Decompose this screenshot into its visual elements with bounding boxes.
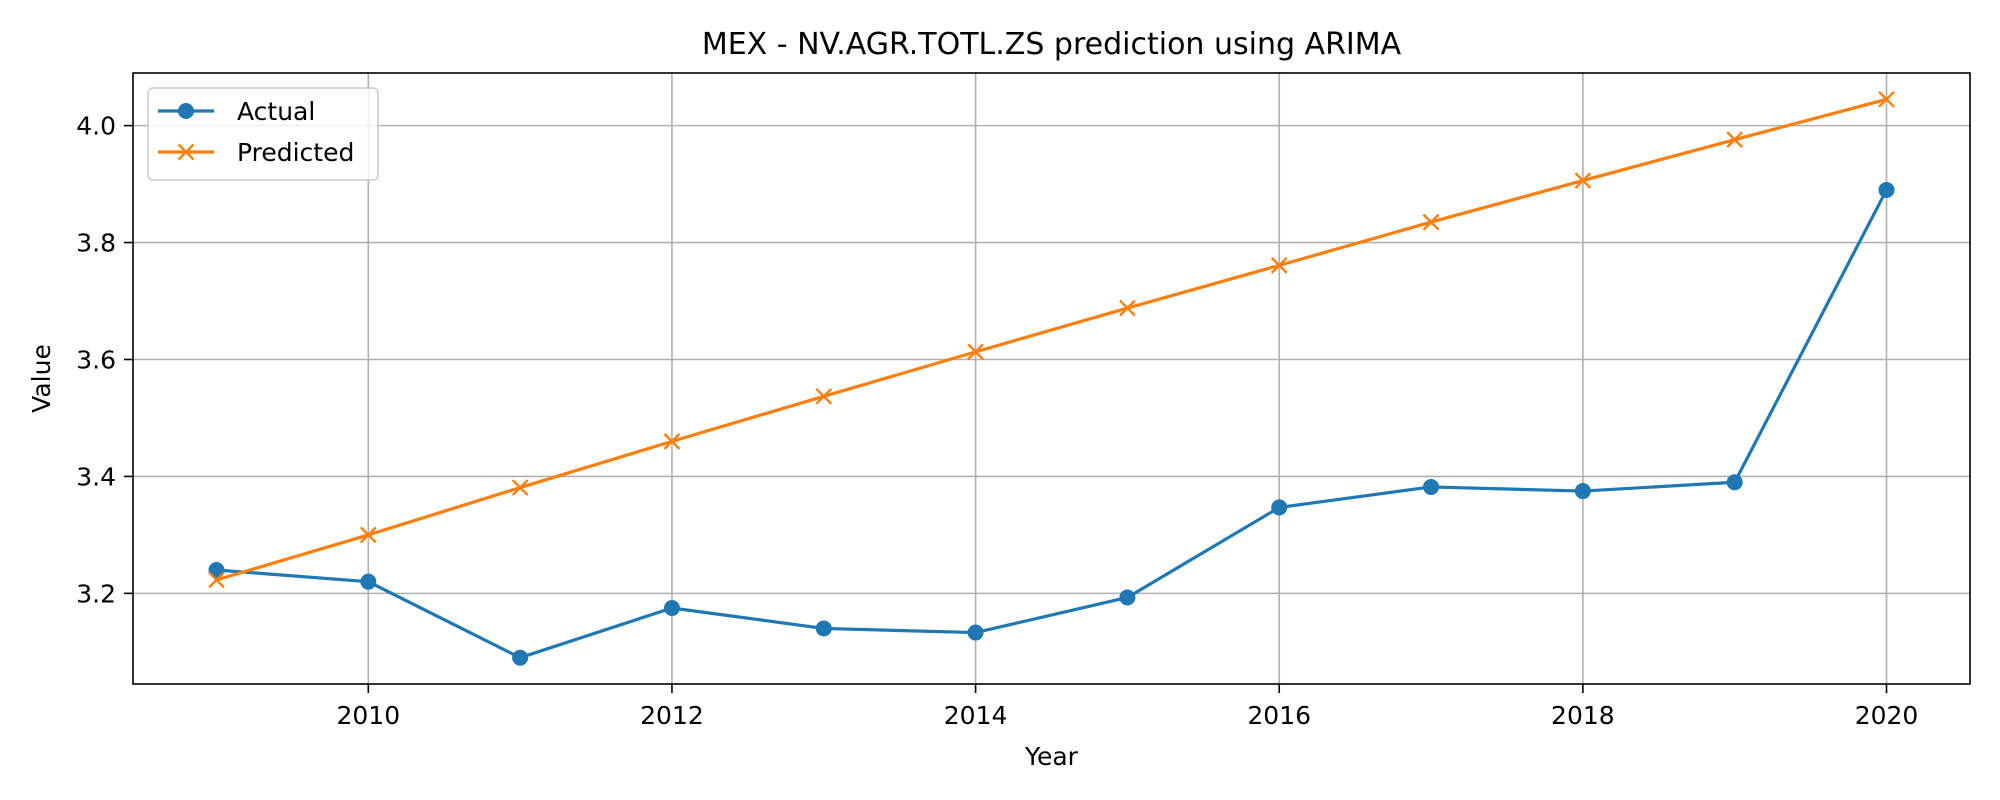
x-tick-label: 2010 — [337, 701, 401, 730]
plot-area-frame — [132, 72, 1971, 685]
predicted-point — [1270, 257, 1288, 274]
predicted-point — [967, 343, 984, 361]
x-axis-label: Year — [1024, 742, 1079, 771]
predicted-point — [1119, 299, 1136, 317]
y-tick-label: 3.6 — [76, 345, 116, 374]
series-layer — [208, 90, 1895, 666]
chart-title: MEX - NV.AGR.TOTL.ZS prediction using AR… — [702, 27, 1402, 62]
actual-point — [360, 573, 377, 590]
axis-ticks: 2010 2012 2014 2016 2018 2020 3.2 3.4 3.6 3.8 4.0 — [76, 112, 1918, 730]
legend-marker-actual — [178, 103, 194, 119]
predicted-point — [1726, 131, 1744, 149]
predicted-series-line — [216, 97, 1887, 582]
actual-point — [1119, 589, 1136, 606]
x-tick-label: 2012 — [640, 701, 704, 730]
x-tick-label: 2018 — [1551, 701, 1615, 730]
y-tick-label: 3.8 — [76, 229, 116, 258]
y-tick-label: 3.2 — [76, 579, 116, 608]
y-tick-label: 3.4 — [76, 462, 116, 491]
actual-point — [1271, 499, 1288, 516]
y-tick-label: 4.0 — [76, 112, 116, 141]
x-tick-label: 2016 — [1247, 701, 1311, 730]
x-tick-label: 2014 — [944, 701, 1008, 730]
legend: Actual Predicted — [147, 87, 379, 181]
predicted-point — [1574, 172, 1592, 189]
predicted-point — [359, 526, 377, 544]
actual-series-line — [216, 189, 1888, 660]
predicted-point — [208, 571, 225, 589]
actual-point — [663, 599, 680, 616]
legend-label-actual: Actual — [237, 97, 315, 126]
x-tick-label: 2020 — [1855, 701, 1919, 730]
legend-label-predicted: Predicted — [237, 138, 354, 167]
predicted-point — [815, 387, 833, 405]
actual-point — [208, 561, 225, 578]
actual-point — [1423, 478, 1440, 495]
predicted-point — [1422, 213, 1440, 231]
actual-point — [512, 649, 529, 666]
predicted-point — [663, 433, 681, 450]
actual-point — [815, 620, 832, 637]
predicted-point — [511, 479, 529, 496]
actual-point — [967, 624, 984, 641]
actual-point — [1726, 474, 1743, 491]
y-axis-label: Value — [27, 344, 56, 413]
predicted-point — [1878, 90, 1895, 108]
actual-point — [1574, 483, 1591, 500]
grid-lines — [133, 73, 1970, 684]
actual-point — [1878, 181, 1895, 198]
legend-marker-predicted — [177, 143, 195, 161]
